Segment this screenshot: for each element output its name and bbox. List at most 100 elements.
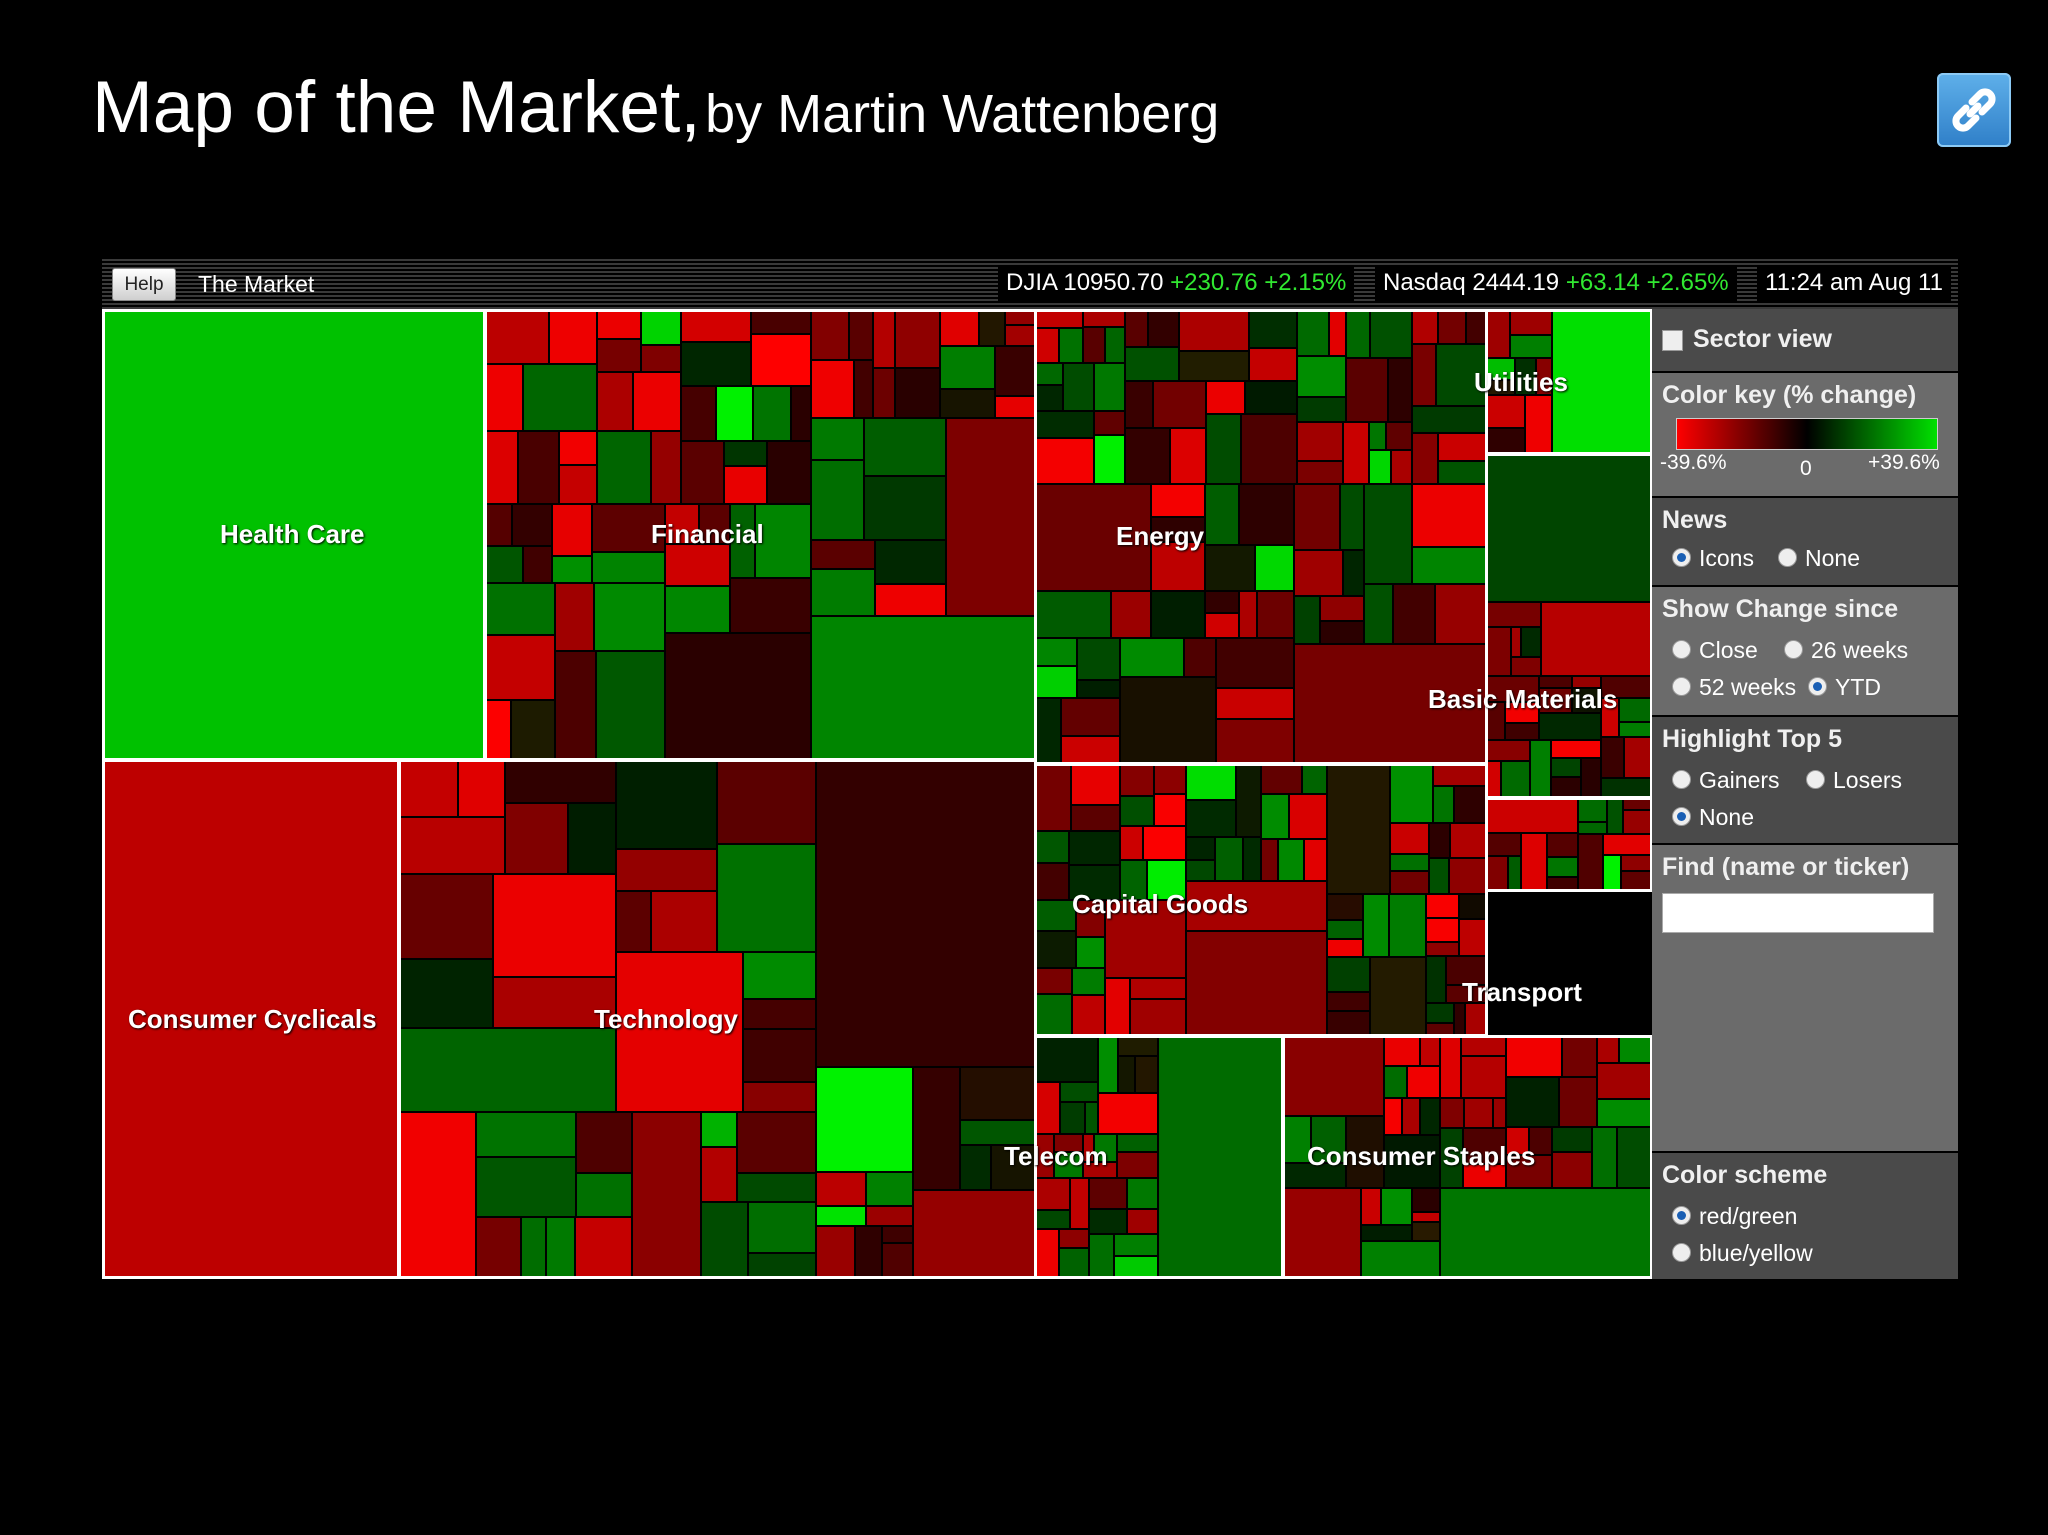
stock-tile[interactable] <box>1278 839 1304 881</box>
stock-tile[interactable] <box>641 345 681 372</box>
stock-tile[interactable] <box>751 309 811 334</box>
change-option-52-weeks[interactable]: 52 weeks <box>1672 674 1796 701</box>
radio-icon[interactable] <box>1672 640 1691 660</box>
sector-transport[interactable] <box>1485 797 1652 892</box>
stock-tile[interactable] <box>1320 621 1364 644</box>
stock-tile[interactable] <box>1239 591 1257 638</box>
stock-tile[interactable] <box>1216 638 1294 688</box>
stock-tile[interactable] <box>1420 1098 1440 1135</box>
stock-tile[interactable] <box>398 1028 616 1112</box>
stock-tile[interactable] <box>1184 638 1216 677</box>
stock-tile[interactable] <box>476 1157 576 1217</box>
stock-tile[interactable] <box>1059 1248 1089 1279</box>
stock-tile[interactable] <box>1429 823 1450 858</box>
stock-tile[interactable] <box>1094 435 1125 484</box>
stock-tile[interactable] <box>1034 1229 1059 1279</box>
stock-tile[interactable] <box>1063 363 1094 411</box>
stock-tile[interactable] <box>1083 1162 1117 1178</box>
radio-icon[interactable] <box>1672 807 1691 827</box>
stock-tile[interactable] <box>854 360 873 418</box>
stock-tile[interactable] <box>1327 939 1363 957</box>
stock-tile[interactable] <box>1034 385 1063 411</box>
stock-tile[interactable] <box>484 546 523 583</box>
stock-tile[interactable] <box>1245 381 1297 414</box>
stock-tile[interactable] <box>1578 797 1607 822</box>
stock-tile[interactable] <box>1089 1209 1127 1234</box>
stock-tile[interactable] <box>1559 1077 1597 1127</box>
stock-tile[interactable] <box>1120 826 1143 860</box>
stock-tile[interactable] <box>1205 484 1239 545</box>
stock-tile[interactable] <box>1130 978 1186 999</box>
stock-tile[interactable] <box>1624 737 1652 778</box>
stock-tile[interactable] <box>1463 1164 1506 1188</box>
stock-tile[interactable] <box>484 309 549 364</box>
stock-tile[interactable] <box>1120 860 1147 900</box>
stock-tile[interactable] <box>1151 542 1205 591</box>
stock-tile[interactable] <box>1601 698 1619 737</box>
stock-tile[interactable] <box>1094 411 1125 435</box>
stock-tile[interactable] <box>1143 826 1186 860</box>
stock-tile[interactable] <box>1412 1188 1440 1212</box>
stock-tile[interactable] <box>398 1112 476 1279</box>
stock-tile[interactable] <box>1340 484 1364 550</box>
stock-tile[interactable] <box>1135 1056 1158 1093</box>
stock-tile[interactable] <box>1125 347 1179 381</box>
stock-tile[interactable] <box>701 1112 737 1147</box>
stock-tile[interactable] <box>1369 422 1386 450</box>
stock-tile[interactable] <box>1243 837 1261 881</box>
stock-tile[interactable] <box>1505 723 1539 740</box>
stock-tile[interactable] <box>1426 942 1459 956</box>
stock-tile[interactable] <box>717 759 816 844</box>
stock-tile[interactable] <box>484 504 512 546</box>
stock-tile[interactable] <box>1552 1152 1592 1188</box>
stock-tile[interactable] <box>1054 1134 1083 1152</box>
stock-tile[interactable] <box>1060 1102 1085 1134</box>
stock-tile[interactable] <box>559 465 597 504</box>
stock-tile[interactable] <box>875 540 946 584</box>
stock-tile[interactable] <box>895 309 940 368</box>
stock-tile[interactable] <box>1061 698 1120 736</box>
stock-tile[interactable] <box>1539 676 1572 688</box>
stock-tile[interactable] <box>1297 461 1343 484</box>
stock-tile[interactable] <box>1426 1003 1454 1023</box>
stock-tile[interactable] <box>1364 484 1412 584</box>
change-option-close[interactable]: Close <box>1672 637 1758 664</box>
stock-tile[interactable] <box>1412 484 1488 547</box>
stock-tile[interactable] <box>1297 422 1343 461</box>
change-option-ytd[interactable]: YTD <box>1808 674 1881 701</box>
stock-tile[interactable] <box>1446 956 1488 985</box>
stock-tile[interactable] <box>1361 1241 1440 1279</box>
stock-tile[interactable] <box>484 583 555 635</box>
radio-icon[interactable] <box>1672 770 1691 790</box>
stock-tile[interactable] <box>791 386 811 441</box>
stock-tile[interactable] <box>1390 763 1433 823</box>
stock-tile[interactable] <box>633 372 681 431</box>
stock-tile[interactable] <box>1059 328 1083 363</box>
stock-tile[interactable] <box>484 364 523 431</box>
stock-tile[interactable] <box>1510 335 1552 358</box>
stock-tile[interactable] <box>1327 992 1370 1011</box>
stock-tile[interactable] <box>1515 358 1536 395</box>
stock-tile[interactable] <box>811 309 849 360</box>
stock-tile[interactable] <box>1459 894 1488 919</box>
stock-tile[interactable] <box>1572 676 1601 688</box>
stock-tile[interactable] <box>1215 837 1243 881</box>
stock-tile[interactable] <box>1158 1035 1284 1279</box>
stock-tile[interactable] <box>1440 1098 1464 1128</box>
stock-tile[interactable] <box>597 309 641 339</box>
stock-tile[interactable] <box>1304 839 1327 881</box>
stock-tile[interactable] <box>1151 484 1205 517</box>
stock-tile[interactable] <box>518 431 559 504</box>
stock-tile[interactable] <box>1327 763 1390 894</box>
stock-tile[interactable] <box>816 1067 913 1172</box>
stock-tile[interactable] <box>1034 591 1111 638</box>
stock-tile[interactable] <box>960 1145 991 1190</box>
radio-icon[interactable] <box>1672 1243 1691 1263</box>
stock-tile[interactable] <box>1433 786 1454 823</box>
news-option-none[interactable]: None <box>1778 545 1860 572</box>
stock-tile[interactable] <box>1412 433 1438 484</box>
stock-tile[interactable] <box>1343 422 1369 484</box>
stock-tile[interactable] <box>1297 397 1346 422</box>
stock-tile[interactable] <box>511 700 555 761</box>
stock-tile[interactable] <box>811 460 864 540</box>
